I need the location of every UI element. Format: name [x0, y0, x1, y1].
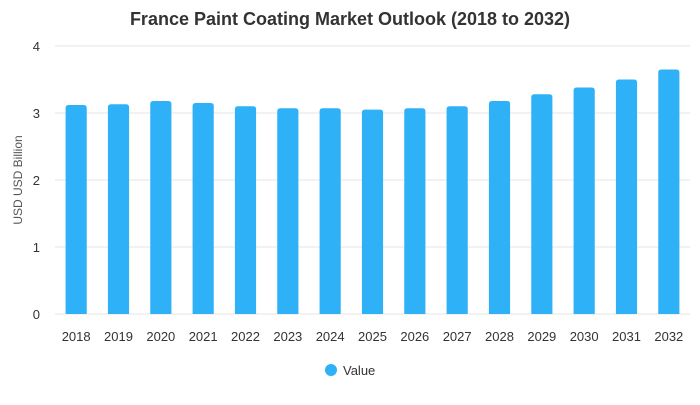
bar-2024[interactable] — [319, 108, 341, 314]
x-tick-label: 2029 — [527, 329, 556, 344]
bar-2018[interactable] — [65, 104, 87, 315]
legend-label: Value — [343, 363, 375, 378]
y-axis-label: USD USD Billion — [11, 135, 25, 224]
y-tick-label: 4 — [33, 39, 40, 54]
bar-2021[interactable] — [192, 102, 214, 314]
x-tick-label: 2031 — [612, 329, 641, 344]
x-tick-label: 2022 — [231, 329, 260, 344]
bar-2023[interactable] — [277, 108, 299, 314]
chart-title: France Paint Coating Market Outlook (201… — [130, 9, 570, 29]
bar-2025[interactable] — [361, 109, 384, 315]
x-tick-label: 2023 — [273, 329, 302, 344]
y-tick-label: 1 — [33, 240, 40, 255]
y-tick-label: 2 — [33, 173, 40, 188]
y-tick-label: 3 — [33, 106, 40, 121]
x-tick-label: 2027 — [443, 329, 472, 344]
bar-2019[interactable] — [107, 104, 130, 314]
x-tick-label: 2021 — [189, 329, 218, 344]
x-tick-label: 2025 — [358, 329, 387, 344]
bar-2030[interactable] — [573, 87, 595, 314]
legend-marker — [325, 364, 337, 376]
bar-2028[interactable] — [488, 100, 511, 314]
bar-2027[interactable] — [446, 106, 468, 314]
bar-2026[interactable] — [404, 108, 426, 314]
x-tick-label: 2024 — [316, 329, 345, 344]
legend[interactable]: Value — [325, 363, 375, 378]
x-axis-ticks: 2018 2019 2020 2021 2022 2023 2024 2025 2026 2027… — [62, 329, 684, 344]
bar-2029[interactable] — [531, 94, 553, 315]
bar-2020[interactable] — [150, 100, 172, 314]
x-tick-label: 2018 — [62, 329, 91, 344]
y-tick-label: 0 — [33, 307, 40, 322]
y-axis-ticks: 0 1 2 3 4 — [33, 39, 40, 322]
bar-2032[interactable] — [658, 69, 680, 314]
bars — [65, 69, 680, 315]
x-tick-label: 2030 — [570, 329, 599, 344]
x-tick-label: 2032 — [654, 329, 683, 344]
bar-2022[interactable] — [234, 106, 257, 314]
x-tick-label: 2028 — [485, 329, 514, 344]
x-tick-label: 2026 — [400, 329, 429, 344]
x-tick-label: 2020 — [146, 329, 175, 344]
bar-2031[interactable] — [615, 79, 638, 315]
x-tick-label: 2019 — [104, 329, 133, 344]
